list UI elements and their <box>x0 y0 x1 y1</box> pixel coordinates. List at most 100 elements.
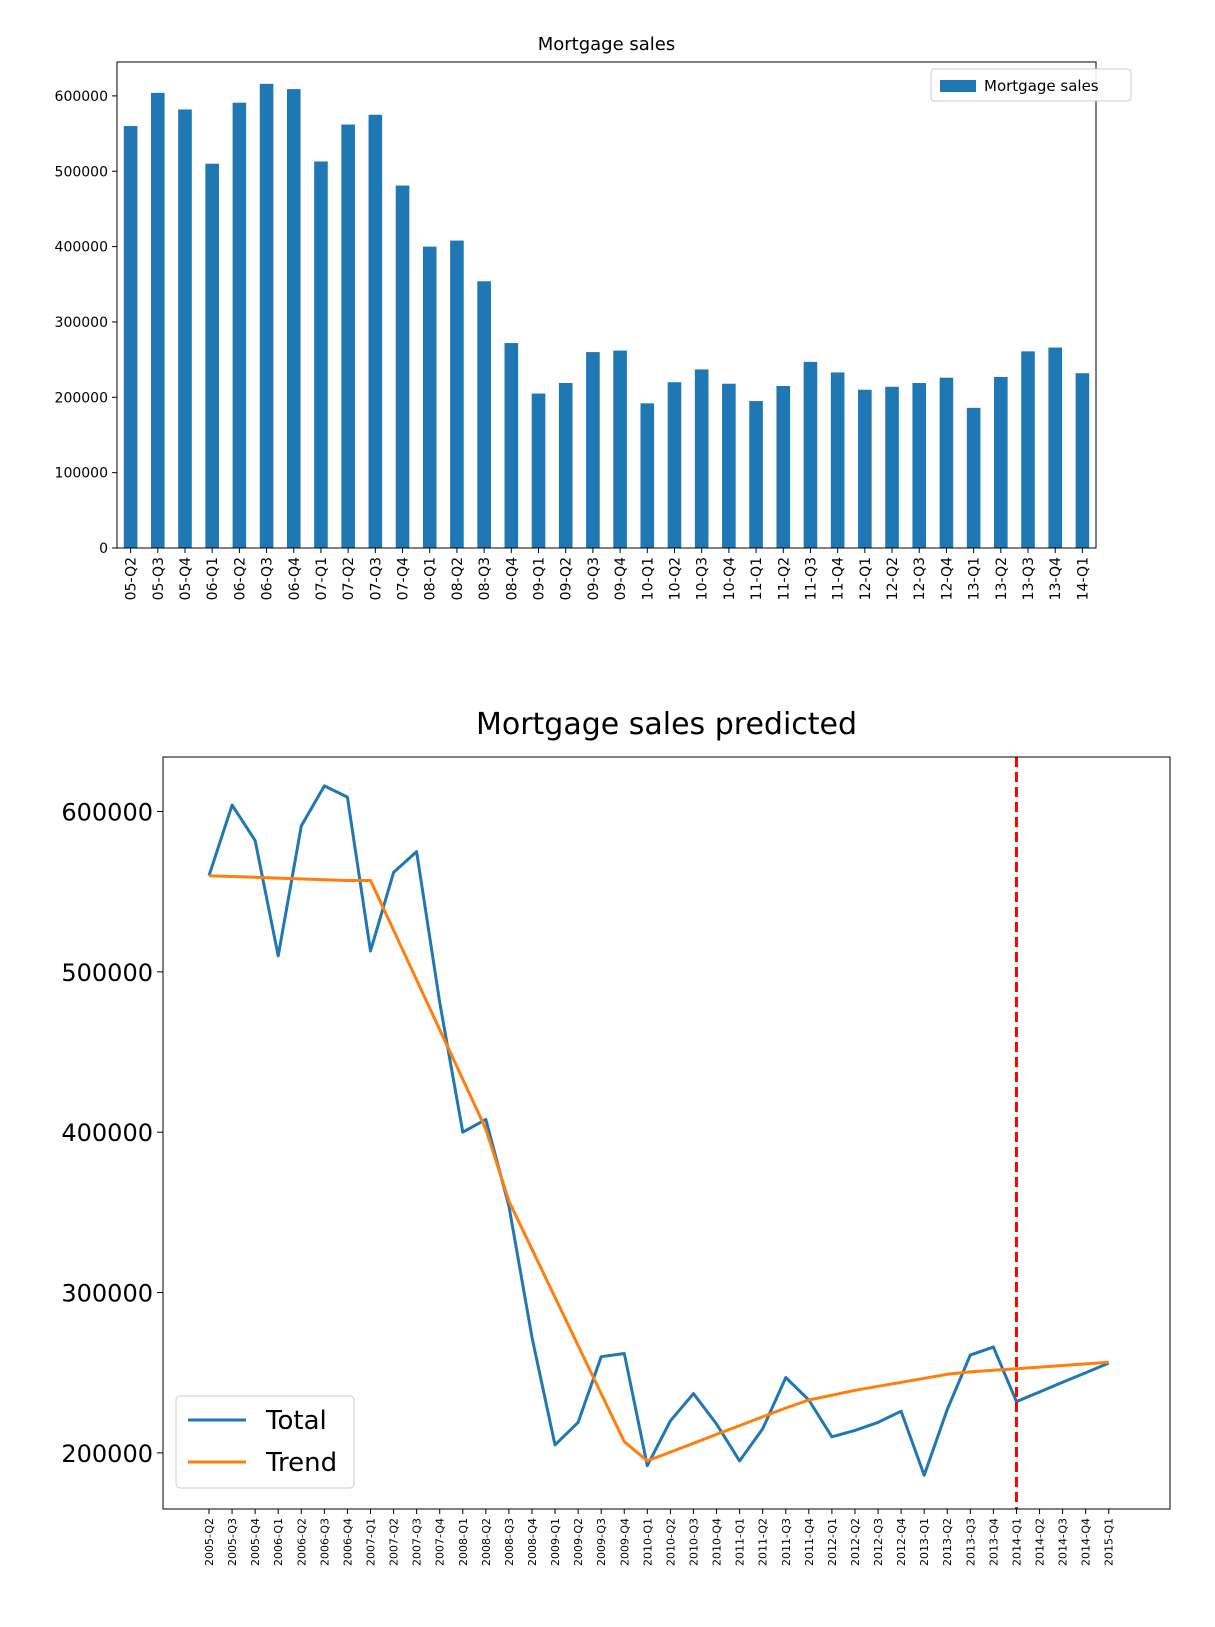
x-tick-label: 13-Q3 <box>1021 557 1037 600</box>
x-tick-label: 13-Q2 <box>994 557 1010 600</box>
x-tick-label: 2005-Q3 <box>226 1518 239 1566</box>
x-tick-label: 06-Q3 <box>260 557 276 600</box>
chart-title: Mortgage sales <box>538 34 676 55</box>
bar <box>531 393 546 548</box>
x-tick-label: 2007-Q3 <box>411 1518 424 1566</box>
plot-frame <box>162 756 1171 1510</box>
x-tick-label: 07-Q4 <box>396 557 412 600</box>
x-tick-label: 07-Q3 <box>368 557 384 600</box>
x-tick-label: 2011-Q3 <box>780 1518 793 1566</box>
x-tick-label: 2007-Q4 <box>434 1518 447 1566</box>
y-tick-label: 600000 <box>61 799 153 827</box>
bar <box>640 403 655 548</box>
x-tick-label: 08-Q2 <box>450 557 466 600</box>
x-tick-label: 13-Q4 <box>1048 557 1064 600</box>
bar <box>368 114 383 548</box>
series-line-trend <box>208 874 1109 1463</box>
y-tick-label: 200000 <box>61 1440 153 1468</box>
bar <box>885 386 899 548</box>
bar <box>1075 373 1090 548</box>
bar <box>259 83 274 548</box>
legend-box <box>930 68 1132 102</box>
x-tick-label: 10-Q4 <box>722 557 738 600</box>
bar <box>395 185 410 549</box>
x-tick-label: 05-Q3 <box>151 557 167 600</box>
x-tick-label: 2007-Q2 <box>388 1518 401 1566</box>
x-tick-label: 2005-Q4 <box>249 1518 262 1566</box>
x-tick-label: 09-Q1 <box>532 557 548 600</box>
x-tick-label: 2005-Q2 <box>203 1518 216 1566</box>
y-tick-label: 200000 <box>55 390 108 406</box>
bar-chart-svg: Mortgage sales 0 100000 200000 300000 400000 5… <box>55 34 1132 600</box>
bar <box>450 240 464 548</box>
x-tick-label: 2009-Q3 <box>595 1518 608 1566</box>
x-tick-label: 09-Q3 <box>586 557 602 600</box>
bar <box>694 369 709 548</box>
x-tick-label: 08-Q1 <box>423 557 439 600</box>
bar <box>667 382 682 548</box>
bar <box>558 382 573 548</box>
y-tick-label: 400000 <box>61 1119 153 1147</box>
x-tick-label: 05-Q4 <box>178 557 194 600</box>
y-tick-label: 300000 <box>55 315 108 331</box>
x-tick-label: 06-Q1 <box>205 557 221 600</box>
y-tick-label: 600000 <box>55 89 108 105</box>
mortgage-sales-predicted-line-chart: Mortgage sales predicted 200000 300000 4000… <box>0 690 1215 1627</box>
x-tick-label: 11-Q1 <box>749 557 765 600</box>
mortgage-sales-bar-chart: Mortgage sales 0 100000 200000 300000 400000 5… <box>0 0 1215 684</box>
series-line-total <box>207 784 1110 1477</box>
bar <box>178 109 192 549</box>
x-tick-label: 2009-Q4 <box>618 1518 631 1566</box>
x-tick-label: 11-Q2 <box>776 557 792 600</box>
y-tick-label: 300000 <box>61 1280 153 1308</box>
x-tick-label: 2008-Q2 <box>480 1518 493 1566</box>
x-tick-label: 2008-Q1 <box>457 1518 470 1566</box>
y-tick-label: 400000 <box>55 240 108 256</box>
x-tick-label: 06-Q2 <box>232 557 248 600</box>
bar <box>939 377 954 548</box>
bar <box>994 376 1008 548</box>
x-tick-label: 2011-Q2 <box>757 1518 770 1566</box>
x-tick-label: 2012-Q2 <box>849 1518 862 1566</box>
x-tick-label: 10-Q3 <box>695 557 711 600</box>
x-tick-label: 12-Q4 <box>939 557 955 600</box>
x-tick-label: 2014-Q1 <box>1010 1518 1023 1566</box>
x-tick-label: 2012-Q3 <box>872 1518 885 1566</box>
bar <box>314 161 328 549</box>
x-tick-label: 12-Q3 <box>912 557 928 600</box>
x-tick-label: 2014-Q3 <box>1057 1518 1070 1566</box>
x-tick-label: 2008-Q3 <box>503 1518 516 1566</box>
x-tick-label: 10-Q1 <box>640 557 656 600</box>
x-tick-label: 2006-Q3 <box>318 1518 331 1566</box>
x-tick-label: 05-Q2 <box>124 557 140 600</box>
bar <box>205 163 219 548</box>
x-tick-label: 14-Q1 <box>1075 557 1091 600</box>
bar <box>830 372 845 548</box>
x-tick-label: 2015-Q1 <box>1103 1518 1116 1566</box>
x-tick-label: 13-Q1 <box>967 557 983 600</box>
x-tick-label: 2011-Q4 <box>803 1518 816 1566</box>
bar <box>858 389 872 548</box>
x-tick-label: 2013-Q4 <box>987 1518 1000 1566</box>
x-tick-label: 2009-Q2 <box>572 1518 585 1566</box>
bar <box>150 92 165 549</box>
bar <box>966 407 981 548</box>
x-tick-label: 2009-Q1 <box>549 1518 562 1566</box>
bar <box>586 352 600 548</box>
bar <box>722 383 736 548</box>
legend-swatch <box>940 80 976 92</box>
x-tick-label: 07-Q2 <box>341 557 357 600</box>
bar <box>912 382 927 548</box>
bar <box>123 126 138 548</box>
bar <box>613 350 627 548</box>
x-tick-label: 2007-Q1 <box>364 1518 377 1566</box>
x-tick-label: 2010-Q2 <box>664 1518 677 1566</box>
bar <box>749 401 763 548</box>
x-tick-label: 11-Q4 <box>831 557 847 600</box>
x-tick-label: 2013-Q3 <box>964 1518 977 1566</box>
bar <box>803 361 818 548</box>
x-tick-label: 2013-Q2 <box>941 1518 954 1566</box>
legend-label: Total <box>265 1406 327 1436</box>
line-chart-svg: Mortgage sales predicted 200000 300000 4000… <box>61 707 1171 1566</box>
x-tick-label: 2011-Q1 <box>734 1518 747 1566</box>
